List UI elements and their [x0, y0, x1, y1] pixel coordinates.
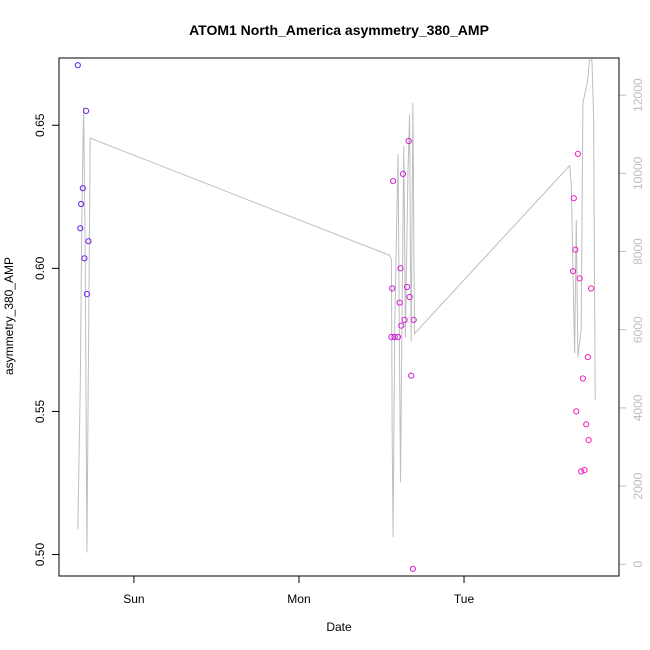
y-tick-label: 0.50: [33, 543, 47, 567]
data-point: [573, 408, 580, 415]
data-point: [404, 283, 411, 291]
line-series-layer: [77, 59, 596, 553]
data-point: [584, 354, 591, 361]
y-tick-label: 0.60: [33, 256, 47, 280]
data-point: [79, 185, 86, 192]
data-point: [408, 372, 415, 379]
y-tick-label: 0.55: [33, 399, 47, 423]
data-point: [401, 316, 408, 323]
plot-frame: [58, 57, 620, 577]
data-point: [77, 225, 84, 232]
data-point: [74, 62, 81, 69]
data-point: [399, 170, 407, 177]
data-point: [585, 437, 592, 444]
data-point: [574, 150, 582, 157]
data-point: [81, 255, 88, 262]
data-point: [398, 322, 405, 329]
data-point: [85, 238, 92, 245]
y-tick-label: 0.65: [33, 113, 47, 137]
data-point: [576, 275, 583, 282]
data-point: [396, 299, 403, 306]
y2-tick-label: 0: [631, 561, 645, 568]
x-tick-label: Tue: [454, 592, 475, 606]
data-point: [83, 291, 91, 298]
data-point: [588, 285, 595, 292]
data-point: [78, 200, 85, 208]
y2-tick-label: 8000: [631, 238, 645, 265]
y2-tick-label: 2000: [631, 472, 645, 499]
data-point: [410, 316, 417, 323]
data-point: [569, 268, 577, 275]
data-point: [83, 107, 90, 115]
data-point: [390, 178, 397, 185]
x-axis-label: Date: [326, 620, 352, 634]
point-series-layer: [74, 62, 595, 572]
y2-tick-label: 12000: [631, 78, 645, 112]
data-point: [570, 195, 577, 202]
data-point: [583, 421, 590, 428]
y2-tick-label: 10000: [631, 156, 645, 190]
data-point: [581, 467, 588, 474]
series-line: [77, 59, 596, 553]
data-point: [579, 375, 587, 382]
data-point: [388, 333, 395, 341]
data-point: [389, 285, 396, 292]
x-tick-label: Mon: [287, 592, 310, 606]
data-point: [572, 246, 579, 253]
data-point: [405, 137, 412, 145]
y2-tick-label: 4000: [631, 394, 645, 421]
data-point: [406, 293, 413, 301]
x-tick-label: Sun: [123, 592, 144, 606]
data-point: [409, 565, 416, 572]
data-point: [397, 265, 404, 272]
data-point: [391, 333, 398, 341]
y2-tick-label: 6000: [631, 316, 645, 343]
data-point: [394, 333, 402, 341]
data-point: [578, 468, 585, 475]
chart-title: ATOM1 North_America asymmetry_380_AMP: [189, 22, 489, 38]
y-axis-label: asymmetry_380_AMP: [2, 257, 16, 375]
